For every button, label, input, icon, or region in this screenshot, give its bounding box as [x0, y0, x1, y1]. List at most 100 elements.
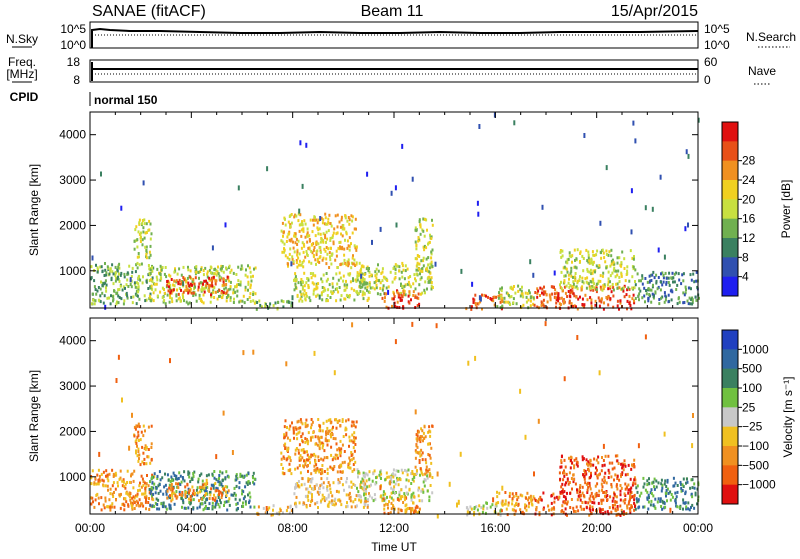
echo-cell	[584, 501, 587, 505]
echo-cell	[693, 506, 696, 510]
echo-cell	[375, 267, 378, 271]
echo-cell	[137, 447, 140, 451]
echo-cell	[286, 300, 289, 304]
echo-cell	[169, 504, 172, 508]
echo-cell	[290, 237, 293, 241]
echo-cell	[125, 291, 128, 295]
echo-cell	[151, 276, 154, 280]
echo-cell	[626, 288, 629, 292]
echo-cell	[581, 501, 584, 504]
echo-cell	[163, 485, 166, 489]
echo-cell	[403, 498, 406, 502]
echo-cell	[400, 293, 403, 297]
echo-cell	[135, 225, 138, 229]
echo-cell	[652, 494, 655, 498]
echo-cell	[337, 246, 340, 250]
echo-cell	[305, 292, 308, 295]
echo-cell	[574, 278, 577, 282]
echo-cell	[299, 297, 302, 301]
echo-cell	[286, 436, 289, 440]
echo-cell	[234, 285, 236, 289]
noise-cell	[434, 261, 437, 267]
echo-cell	[564, 291, 567, 295]
echo-cell	[289, 225, 292, 228]
echo-cell	[317, 435, 320, 439]
echo-cell	[208, 268, 211, 272]
colorbar-swatch	[722, 180, 738, 200]
colorbar-tick-label: −500	[742, 458, 769, 472]
echo-cell	[143, 495, 146, 499]
echo-cell	[611, 271, 614, 275]
echo-cell	[152, 486, 155, 490]
echo-cell	[403, 495, 406, 499]
echo-cell	[428, 425, 431, 429]
echo-cell	[644, 488, 647, 492]
colorbar-tick-label: −1000	[742, 478, 776, 492]
echo-cell	[164, 302, 167, 306]
echo-cell	[193, 282, 196, 286]
y-tick-label: 1000	[59, 264, 86, 278]
echo-cell	[133, 496, 136, 500]
echo-cell	[129, 495, 131, 499]
colorbar-frame	[721, 329, 739, 505]
echo-cell	[594, 484, 597, 488]
echo-cell	[334, 258, 337, 262]
echo-cell	[627, 502, 630, 506]
echo-cell	[114, 271, 117, 275]
echo-cell	[423, 425, 426, 429]
echo-cell	[297, 239, 300, 243]
echo-cell	[294, 275, 297, 279]
echo-cell	[635, 497, 638, 501]
echo-cell	[310, 418, 313, 421]
echo-cell	[408, 283, 411, 287]
echo-cell	[682, 291, 685, 295]
echo-cell	[350, 287, 353, 291]
echo-cell	[135, 438, 138, 442]
echo-cell	[306, 231, 309, 235]
echo-cell	[207, 507, 210, 510]
echo-cell	[155, 275, 158, 279]
echo-cell	[222, 293, 225, 297]
echo-cell	[138, 263, 141, 267]
echo-cell	[218, 480, 221, 484]
echo-cell	[235, 478, 238, 482]
echo-cell	[163, 288, 165, 291]
echo-cell	[144, 299, 147, 303]
echo-cell	[97, 298, 100, 302]
echo-cell	[504, 502, 507, 506]
echo-cell	[592, 253, 595, 257]
echo-cell	[172, 283, 175, 287]
echo-cell	[96, 266, 99, 270]
echo-cell	[246, 275, 249, 279]
echo-cell	[129, 480, 131, 484]
echo-cell	[319, 246, 322, 249]
echo-cell	[352, 446, 355, 450]
echo-cell	[289, 239, 292, 243]
echo-cell	[623, 257, 626, 261]
echo-cell	[319, 250, 322, 254]
noise-cell	[285, 431, 288, 437]
echo-cell	[352, 463, 355, 466]
echo-cell	[339, 499, 342, 503]
echo-cell	[414, 456, 417, 460]
echo-cell	[169, 480, 172, 483]
echo-cell	[607, 280, 610, 284]
echo-cell	[368, 484, 371, 488]
echo-cell	[190, 291, 193, 295]
echo-cell	[565, 481, 567, 485]
echo-cell	[675, 504, 678, 508]
echo-cell	[336, 225, 339, 229]
echo-cell	[638, 279, 641, 283]
echo-cell	[225, 266, 227, 270]
echo-cell	[310, 426, 312, 430]
echo-cell	[248, 501, 250, 505]
echo-cell	[513, 285, 515, 288]
echo-cell	[229, 296, 232, 300]
echo-cell	[156, 267, 159, 271]
echo-cell	[139, 488, 141, 492]
echo-cell	[217, 265, 219, 269]
echo-cell	[141, 238, 144, 242]
echo-cell	[666, 487, 669, 491]
echo-cell	[690, 505, 692, 509]
echo-cell	[284, 419, 287, 423]
